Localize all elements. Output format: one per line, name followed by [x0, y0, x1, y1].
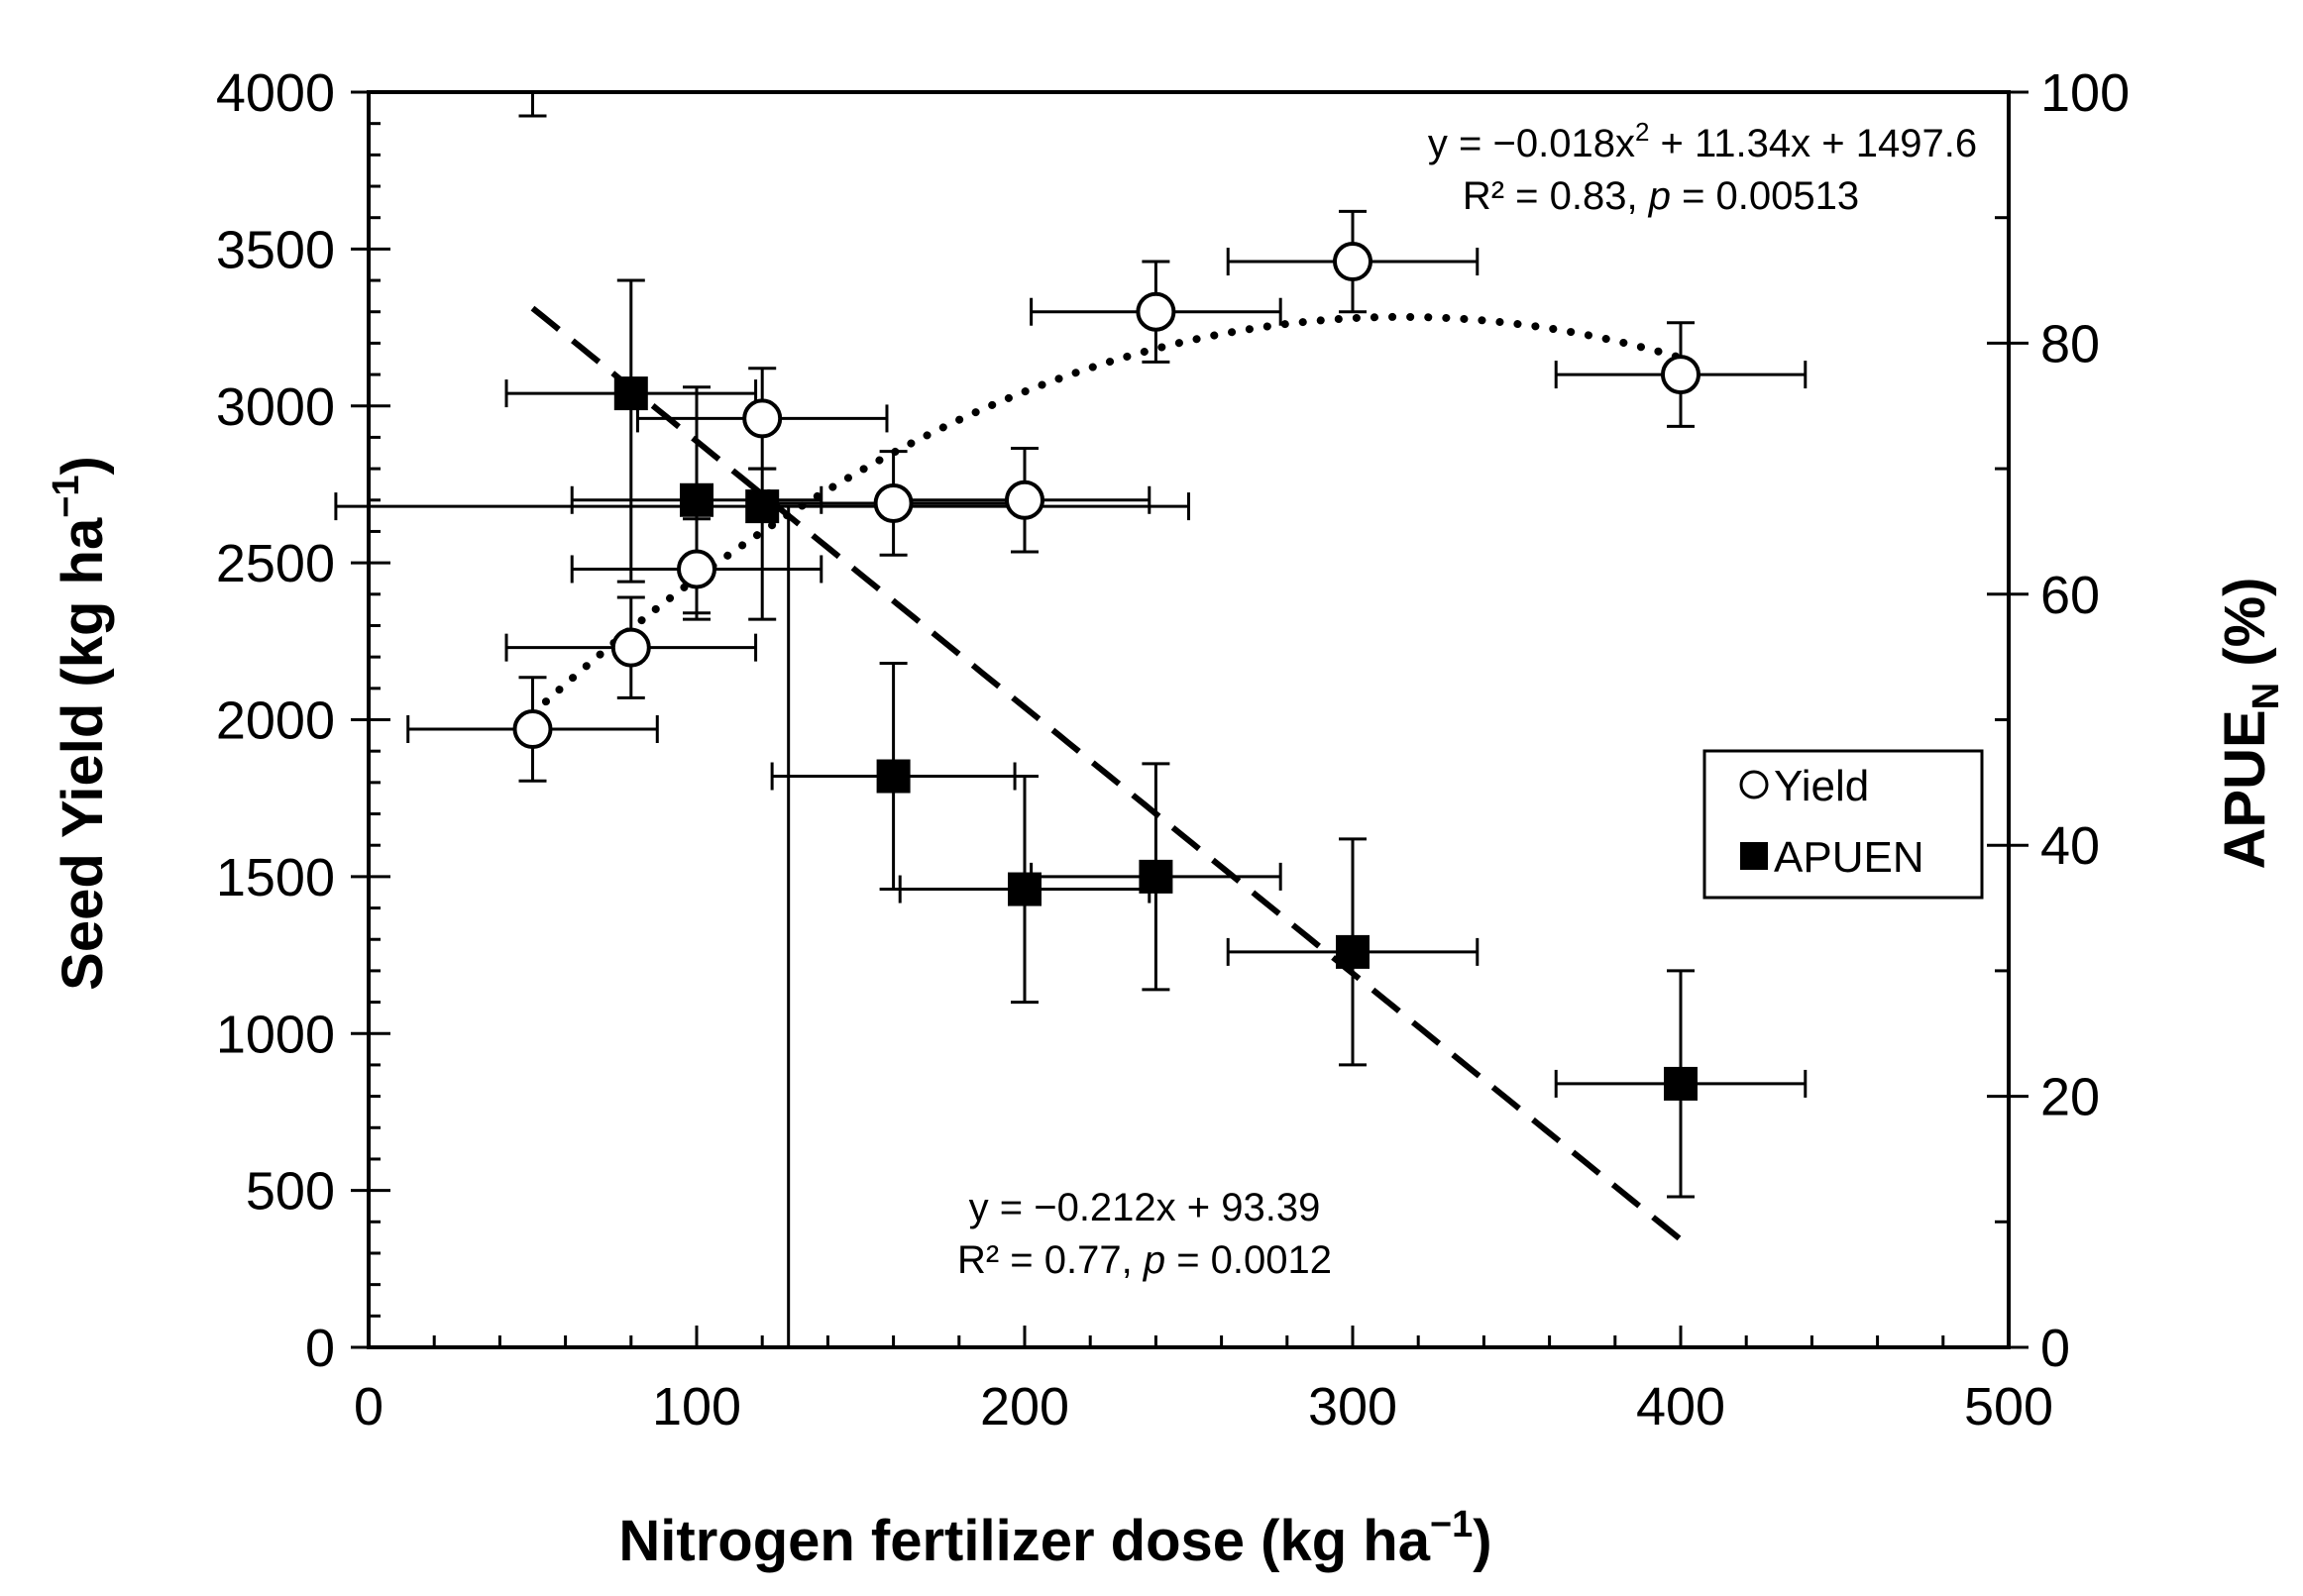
- x-tick-label: 300: [1308, 1377, 1397, 1436]
- apuen-point: [680, 482, 713, 517]
- legend-yield-label: Yield: [1774, 762, 1869, 810]
- legend: Yield APUEN: [1702, 749, 1984, 900]
- axis-ticks: [351, 90, 2029, 1349]
- fit-lines: [528, 305, 1685, 1242]
- apuen-point: [876, 759, 911, 794]
- y-axis-left-title: Seed Yield (kg ha−1): [46, 456, 115, 991]
- yield-point: [1333, 242, 1372, 282]
- legend-apuen-label: APUEN: [1774, 833, 1924, 882]
- yield-point: [1136, 291, 1176, 332]
- data-markers: [512, 242, 1700, 1101]
- y-left-tick-label: 1500: [216, 848, 335, 907]
- y-left-tick-label: 2500: [216, 534, 335, 593]
- x-tick-label: 100: [652, 1377, 741, 1436]
- apuen-point: [1336, 934, 1370, 969]
- y-right-tick-label: 20: [2040, 1068, 2100, 1127]
- legend-yield-marker: [1739, 770, 1769, 799]
- x-tick-label: 200: [980, 1377, 1069, 1436]
- apuen-point: [1664, 1066, 1698, 1101]
- apue-equation-line2: R² = 0.77, p = 0.0012: [957, 1238, 1332, 1282]
- apuen-point: [745, 489, 780, 524]
- y-right-tick-label: 40: [2040, 816, 2100, 876]
- apuen-fit-line: [530, 305, 1683, 1242]
- y-left-tick-label: 4000: [216, 63, 335, 123]
- yield-equation-line2: R² = 0.83, p = 0.00513: [1463, 174, 1859, 218]
- y-right-tick-label: 100: [2040, 63, 2130, 123]
- apue-equation-line1: y = −0.212x + 93.39: [969, 1186, 1321, 1229]
- yield-equation-line1: y = −0.018x2 + 11.34x + 1497.6: [1428, 117, 1977, 165]
- legend-apuen-marker: [1740, 842, 1768, 870]
- y-left-tick-label: 3500: [216, 220, 335, 279]
- apuen-point: [1008, 872, 1042, 906]
- y-left-tick-label: 2000: [216, 692, 335, 751]
- yield-point: [610, 627, 651, 668]
- y-right-tick-label: 0: [2040, 1319, 2070, 1378]
- y-left-tick-label: 500: [246, 1162, 335, 1222]
- x-tick-label: 400: [1636, 1377, 1725, 1436]
- y-right-tick-label: 80: [2040, 314, 2100, 373]
- yield-point: [512, 709, 553, 750]
- y-left-tick-label: 3000: [216, 377, 335, 437]
- plot-frame: [367, 90, 2011, 1349]
- yield-point: [677, 549, 716, 589]
- yield-fit-curve: [528, 312, 1685, 718]
- apuen-point: [1139, 859, 1173, 894]
- tick-labels: 0 100 200 300 400 500050010001500200025003000…: [216, 63, 2130, 1436]
- x-axis-title: Nitrogen fertilizer dose (kg ha−1): [618, 1504, 1491, 1573]
- y-axis-right-title: APUEN (%): [2213, 578, 2287, 870]
- y-right-tick-label: 60: [2040, 566, 2100, 625]
- yield-point: [873, 482, 914, 523]
- y-left-tick-label: 1000: [216, 1005, 335, 1064]
- y-left-tick-label: 0: [305, 1319, 335, 1378]
- apuen-point: [613, 376, 648, 411]
- yield-point: [1661, 355, 1700, 395]
- yield-point: [742, 398, 783, 439]
- x-tick-label: 500: [1964, 1377, 2053, 1436]
- x-tick-label: 0: [354, 1377, 384, 1436]
- yield-point: [1005, 479, 1044, 520]
